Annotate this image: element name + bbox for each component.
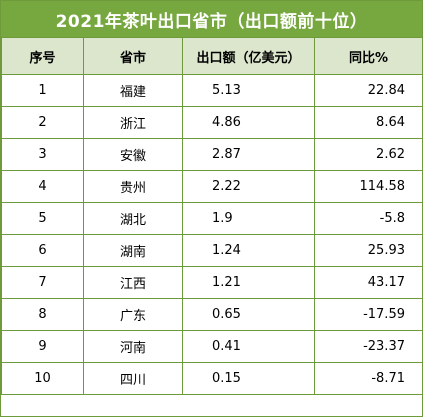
cell-province: 河南 [83, 330, 183, 363]
table-header: 序号 省市 出口额（亿美元） 同比% [1, 37, 423, 75]
table-row: 9 河南 0.41 -23.37 [1, 330, 423, 363]
cell-province: 湖北 [83, 202, 183, 235]
cell-export: 4.86 [182, 106, 315, 139]
cell-rank: 3 [1, 138, 84, 171]
cell-province: 浙江 [83, 106, 183, 139]
cell-yoy: 43.17 [314, 266, 423, 299]
cell-rank: 4 [1, 170, 84, 203]
header-yoy: 同比% [314, 37, 423, 75]
cell-export: 0.41 [182, 330, 315, 363]
cell-province: 湖南 [83, 234, 183, 267]
table-row: 10 四川 0.15 -8.71 [1, 362, 423, 395]
table-row: 3 安徽 2.87 2.62 [1, 138, 423, 171]
table-row: 6 湖南 1.24 25.93 [1, 234, 423, 267]
table-title: 2021年茶叶出口省市（出口额前十位） [1, 1, 422, 37]
cell-rank: 6 [1, 234, 84, 267]
cell-province: 安徽 [83, 138, 183, 171]
cell-rank: 9 [1, 330, 84, 363]
cell-export: 1.21 [182, 266, 315, 299]
cell-rank: 1 [1, 74, 84, 107]
header-rank: 序号 [1, 37, 84, 75]
cell-province: 广东 [83, 298, 183, 331]
cell-export: 0.65 [182, 298, 315, 331]
cell-export: 5.13 [182, 74, 315, 107]
cell-rank: 8 [1, 298, 84, 331]
cell-yoy: 22.84 [314, 74, 423, 107]
cell-export: 2.22 [182, 170, 315, 203]
cell-yoy: -5.8 [314, 202, 423, 235]
cell-province: 贵州 [83, 170, 183, 203]
cell-export: 1.9 [182, 202, 315, 235]
header-export: 出口额（亿美元） [182, 37, 315, 75]
cell-rank: 2 [1, 106, 84, 139]
table-row: 4 贵州 2.22 114.58 [1, 170, 423, 203]
cell-yoy: 114.58 [314, 170, 423, 203]
cell-rank: 7 [1, 266, 84, 299]
cell-export: 1.24 [182, 234, 315, 267]
table-body: 1 福建 5.13 22.84 2 浙江 4.86 8.64 3 安徽 2.87… [1, 74, 423, 395]
table-row: 2 浙江 4.86 8.64 [1, 106, 423, 139]
cell-yoy: -8.71 [314, 362, 423, 395]
cell-province: 福建 [83, 74, 183, 107]
data-table: 序号 省市 出口额（亿美元） 同比% 1 福建 5.13 22.84 2 浙江 … [1, 37, 423, 395]
cell-province: 四川 [83, 362, 183, 395]
cell-yoy: -17.59 [314, 298, 423, 331]
cell-yoy: 2.62 [314, 138, 423, 171]
table-row: 7 江西 1.21 43.17 [1, 266, 423, 299]
header-province: 省市 [83, 37, 183, 75]
table-row: 1 福建 5.13 22.84 [1, 74, 423, 107]
cell-yoy: 25.93 [314, 234, 423, 267]
cell-export: 2.87 [182, 138, 315, 171]
cell-export: 0.15 [182, 362, 315, 395]
cell-yoy: 8.64 [314, 106, 423, 139]
header-row: 序号 省市 出口额（亿美元） 同比% [1, 37, 423, 75]
cell-rank: 10 [1, 362, 84, 395]
cell-yoy: -23.37 [314, 330, 423, 363]
table-row: 5 湖北 1.9 -5.8 [1, 202, 423, 235]
cell-rank: 5 [1, 202, 84, 235]
cell-province: 江西 [83, 266, 183, 299]
table-row: 8 广东 0.65 -17.59 [1, 298, 423, 331]
